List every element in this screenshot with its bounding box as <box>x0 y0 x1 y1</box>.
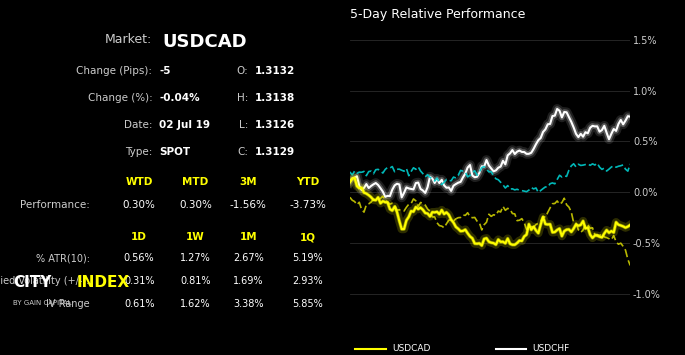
Text: INDEX: INDEX <box>76 275 129 290</box>
Text: % ATR(10):: % ATR(10): <box>36 253 90 263</box>
Text: L:: L: <box>239 120 249 130</box>
Text: Market:: Market: <box>105 33 152 47</box>
Text: CITY: CITY <box>14 275 52 290</box>
Text: H:: H: <box>237 93 249 103</box>
Text: O:: O: <box>236 66 249 76</box>
Text: 5.19%: 5.19% <box>292 253 323 263</box>
Text: YTD: YTD <box>296 177 319 187</box>
Text: Change (%):: Change (%): <box>88 93 152 103</box>
Text: -0.04%: -0.04% <box>159 93 199 103</box>
Text: 1D: 1D <box>132 232 147 242</box>
Text: SPOT: SPOT <box>159 147 190 157</box>
Text: USDCAD: USDCAD <box>392 344 430 353</box>
Text: 1W: 1W <box>186 232 205 242</box>
Text: Change (Pips):: Change (Pips): <box>77 66 152 76</box>
Text: 1.3126: 1.3126 <box>255 120 295 130</box>
Text: 1Q: 1Q <box>300 232 316 242</box>
Text: 2.67%: 2.67% <box>233 253 264 263</box>
Text: 3M: 3M <box>240 177 257 187</box>
Text: 5.85%: 5.85% <box>292 299 323 309</box>
Text: USDCAD: USDCAD <box>162 33 247 51</box>
Text: 1M: 1M <box>240 232 257 242</box>
Text: Implied Volatility (+/-):: Implied Volatility (+/-): <box>0 276 90 286</box>
Text: -3.73%: -3.73% <box>290 200 326 209</box>
Text: 0.61%: 0.61% <box>124 299 154 309</box>
Text: MTD: MTD <box>182 177 208 187</box>
Text: 0.56%: 0.56% <box>124 253 155 263</box>
Text: 3.38%: 3.38% <box>233 299 264 309</box>
Text: IV Range: IV Range <box>46 299 90 309</box>
Text: WTD: WTD <box>125 177 153 187</box>
Text: 1.27%: 1.27% <box>180 253 211 263</box>
Text: Type:: Type: <box>125 147 152 157</box>
Text: BY GAIN CAPITAL: BY GAIN CAPITAL <box>14 300 72 306</box>
Text: 2.93%: 2.93% <box>292 276 323 286</box>
Text: 1.3132: 1.3132 <box>255 66 295 76</box>
Text: 02 Jul 19: 02 Jul 19 <box>159 120 210 130</box>
Text: 1.69%: 1.69% <box>233 276 264 286</box>
Text: 0.31%: 0.31% <box>124 276 154 286</box>
Text: Performance:: Performance: <box>20 200 90 209</box>
Text: Date:: Date: <box>124 120 152 130</box>
Text: C:: C: <box>237 147 249 157</box>
Text: 0.30%: 0.30% <box>179 200 212 209</box>
Text: 1.3138: 1.3138 <box>255 93 295 103</box>
Text: 0.81%: 0.81% <box>180 276 211 286</box>
Text: 0.30%: 0.30% <box>123 200 155 209</box>
Text: -5: -5 <box>159 66 171 76</box>
Text: -1.56%: -1.56% <box>230 200 266 209</box>
Text: 1.62%: 1.62% <box>180 299 211 309</box>
Text: USDCHF: USDCHF <box>532 344 569 353</box>
Text: 5-Day Relative Performance: 5-Day Relative Performance <box>350 8 525 21</box>
Text: 1.3129: 1.3129 <box>255 147 295 157</box>
